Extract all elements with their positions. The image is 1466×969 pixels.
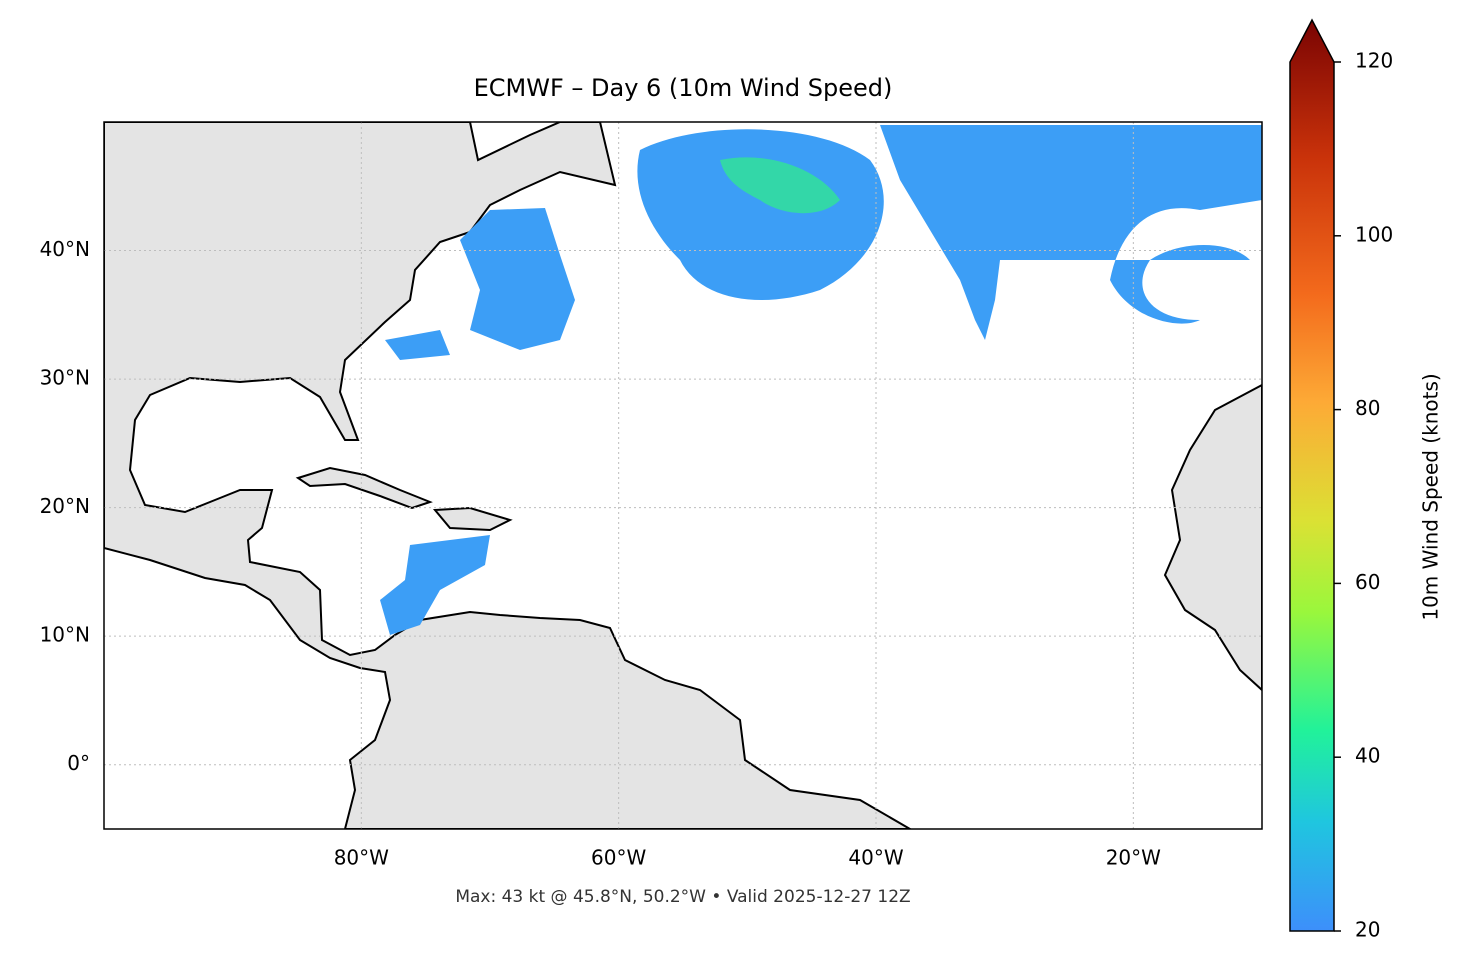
- wind-field: [380, 535, 490, 635]
- x-tick-label: 40°W: [848, 846, 903, 870]
- hispaniola: [432, 506, 513, 532]
- wind-field: [637, 129, 884, 300]
- colorbar-label: 10m Wind Speed (knots): [1419, 373, 1443, 620]
- colorbar: [1289, 18, 1335, 932]
- colorbar-tick-label: 60: [1355, 570, 1380, 594]
- x-tick-label: 80°W: [334, 846, 389, 870]
- wind-field: [385, 330, 450, 360]
- y-tick-label: 30°N: [40, 366, 90, 390]
- wind-field: [880, 125, 1262, 340]
- y-tick-label: 20°N: [40, 494, 90, 518]
- wind-field: [460, 208, 575, 350]
- x-tick-label: 20°W: [1106, 846, 1161, 870]
- wind-field: [720, 157, 840, 214]
- map-caption: Max: 43 kt @ 45.8°N, 50.2°W • Valid 2025…: [455, 887, 910, 907]
- cuba: [295, 466, 433, 510]
- colorbar-tick-label: 120: [1355, 49, 1393, 73]
- colorbar-tick-label: 100: [1355, 222, 1393, 246]
- y-tick-label: 10°N: [40, 623, 90, 647]
- colorbar-tick-label: 20: [1355, 918, 1380, 942]
- map-title: ECMWF – Day 6 (10m Wind Speed): [474, 74, 893, 102]
- x-tick-label: 60°W: [591, 846, 646, 870]
- map-frame: [103, 121, 1263, 830]
- y-tick-label: 40°N: [40, 237, 90, 261]
- africa: [1163, 383, 1262, 692]
- y-tick-label: 0°: [67, 751, 90, 775]
- colorbar-tick-label: 40: [1355, 744, 1380, 768]
- map-area: [104, 122, 1262, 829]
- americas: [104, 122, 912, 829]
- colorbar-tick-label: 80: [1355, 396, 1380, 420]
